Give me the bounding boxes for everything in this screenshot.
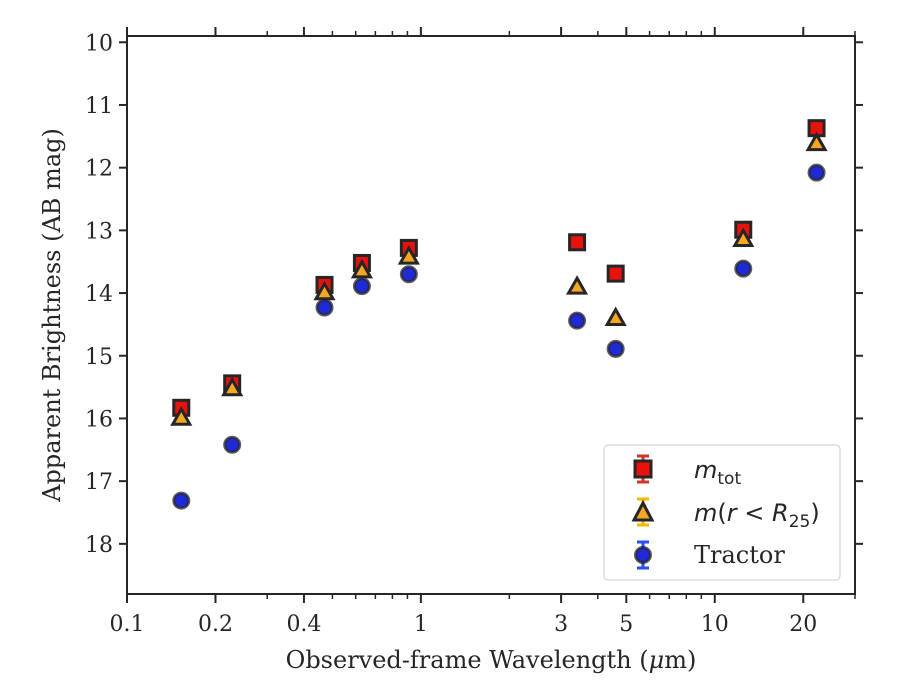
- y-tick-label: 15: [85, 345, 113, 370]
- data-point-triangle: [397, 245, 420, 265]
- legend-label-tractor: Tractor: [694, 541, 785, 569]
- triangle-marker: [221, 376, 244, 397]
- y-tick-label: 17: [85, 470, 113, 495]
- y-tick-label: 18: [85, 533, 113, 558]
- y-tick-label: 11: [85, 94, 113, 119]
- legend-triangle-marker: [631, 499, 655, 522]
- legend-mr25-open: (: [717, 499, 726, 527]
- circle-marker: [223, 435, 242, 454]
- triangle-marker: [805, 131, 828, 152]
- legend-label-mr25: m(r < R25): [694, 499, 820, 532]
- data-point-circle: [399, 265, 418, 284]
- data-point-circle: [606, 339, 625, 358]
- y-tick-label: 13: [85, 219, 113, 244]
- legend-mr25-close: ): [810, 499, 819, 527]
- y-tick-label: 14: [85, 282, 113, 307]
- circle-marker: [172, 491, 191, 510]
- legend-mtot-subscript: tot: [717, 469, 741, 489]
- x-tick-label: 3: [554, 612, 568, 637]
- x-tick-label: 0.2: [198, 612, 233, 637]
- data-point-circle: [734, 259, 753, 278]
- x-tick-label: 1: [414, 612, 428, 637]
- data-point-triangle: [170, 406, 193, 426]
- legend-mr25-lt: <: [737, 499, 772, 527]
- circle-marker: [734, 259, 753, 278]
- data-point-triangle: [221, 376, 244, 397]
- circle-marker: [315, 298, 334, 317]
- legend-marker-mtot: [633, 454, 653, 484]
- data-point-circle: [172, 491, 191, 510]
- legend-marker-tractor: [634, 540, 652, 570]
- data-point-triangle: [350, 258, 373, 279]
- data-point-circle: [807, 163, 826, 182]
- square-marker: [606, 264, 625, 283]
- y-tick-label: 12: [85, 157, 113, 182]
- x-tick-label: 20: [789, 612, 817, 637]
- x-axis-title-part-3: m): [664, 646, 696, 674]
- square-marker: [568, 233, 587, 252]
- circle-marker: [352, 277, 371, 296]
- x-axis-title-part-1: Observed-frame Wavelength (: [286, 646, 649, 674]
- data-point-circle: [568, 311, 587, 330]
- x-axis-title: Observed-frame Wavelength (μm): [286, 646, 697, 674]
- circle-marker: [606, 339, 625, 358]
- x-tick-label: 10: [701, 612, 729, 637]
- y-axis-title: Apparent Brightness (AB mag): [38, 128, 66, 503]
- data-point-triangle: [805, 131, 828, 152]
- legend-mtot-symbol: m: [694, 456, 717, 484]
- legend-mr25-m: m: [694, 499, 717, 527]
- triangle-marker: [604, 306, 627, 327]
- legend-frame: [603, 444, 841, 581]
- x-tick-label: 5: [619, 612, 633, 637]
- triangle-marker: [170, 406, 193, 426]
- data-point-circle: [223, 435, 242, 454]
- data-point-circle: [315, 298, 334, 317]
- plot-frame: [126, 35, 856, 595]
- legend-circle-marker: [634, 546, 652, 564]
- y-tick-label: 16: [85, 407, 113, 432]
- legend-mr25-R: R: [772, 499, 789, 527]
- circle-marker: [399, 265, 418, 284]
- legend-mr25-r: r: [727, 499, 739, 527]
- data-point-triangle: [566, 275, 589, 295]
- triangle-marker: [732, 227, 755, 248]
- triangle-marker: [397, 245, 420, 265]
- legend-label-mtot: mtot: [694, 456, 741, 489]
- circle-marker: [807, 163, 826, 182]
- data-point-circle: [352, 277, 371, 296]
- legend-square-marker: [633, 459, 653, 479]
- legend-marker-mr25: [631, 497, 655, 527]
- legend: mtot m(r < R25) Tractor: [603, 444, 841, 581]
- data-point-square: [606, 264, 625, 283]
- legend-mr25-sub: 25: [789, 512, 811, 532]
- x-tick-label: 0.4: [286, 612, 321, 637]
- triangle-marker: [350, 258, 373, 279]
- data-point-square: [568, 233, 587, 252]
- y-tick-label: 10: [85, 31, 113, 56]
- x-axis-title-part-2: μ: [649, 646, 665, 674]
- circle-marker: [568, 311, 587, 330]
- data-point-triangle: [732, 227, 755, 248]
- data-point-triangle: [604, 306, 627, 327]
- data-points: [170, 119, 828, 510]
- x-tick-label: 0.1: [110, 612, 145, 637]
- triangle-marker: [566, 275, 589, 295]
